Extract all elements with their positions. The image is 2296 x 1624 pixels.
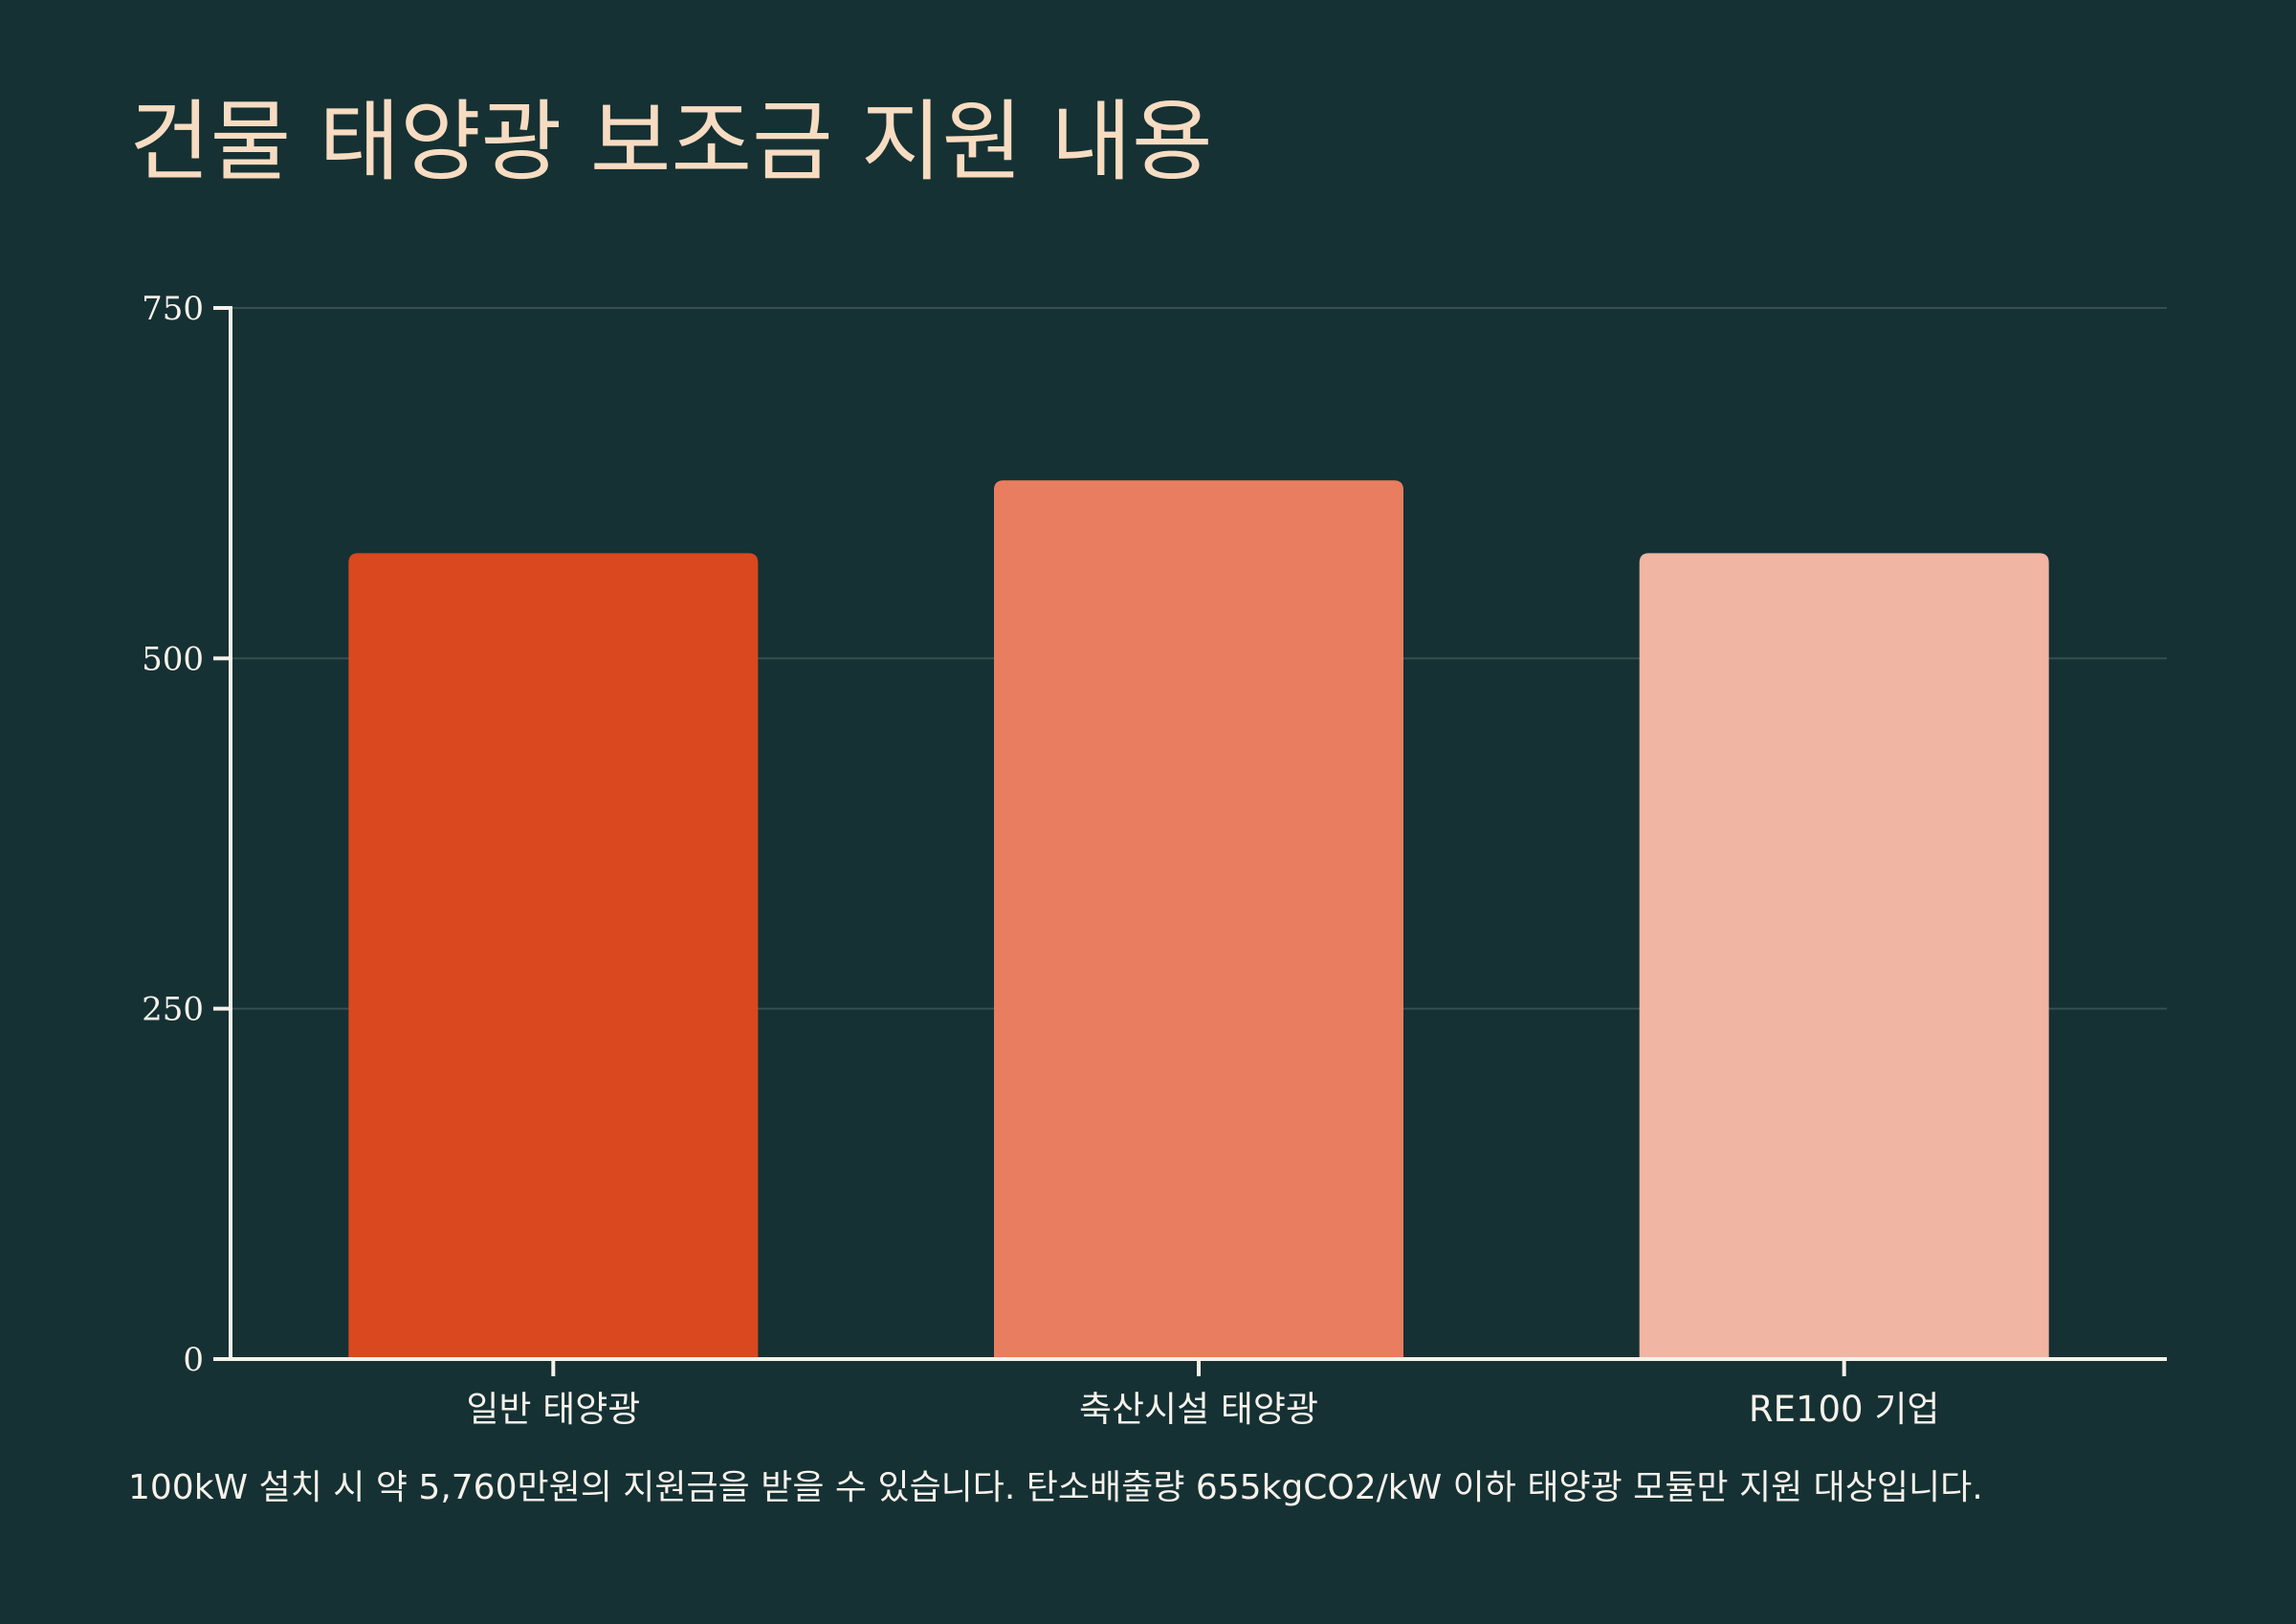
bar-1 [348, 553, 759, 1359]
x-tick-label: 축산시설 태양광 [1079, 1389, 1318, 1430]
bars [348, 480, 2049, 1360]
y-tick-label: 0 [183, 1341, 204, 1379]
x-tick-label: 일반 태양광 [466, 1389, 640, 1430]
bar-2 [994, 480, 1403, 1360]
y-tick-label: 750 [142, 290, 204, 328]
axes [213, 306, 2167, 1376]
bar-3 [1639, 553, 2049, 1359]
chart-footnote: 100kW 설치 시 약 5,760만원의 지원금을 받을 수 있습니다. 탄소… [128, 1468, 1983, 1507]
x-tick-label: RE100 기업 [1749, 1389, 1940, 1430]
tick-labels: 0 250 500 750 일반 태양광 축산시설 태양광 RE100 기업 [142, 290, 1939, 1430]
y-tick-label: 250 [142, 991, 204, 1029]
chart-title: 건물 태양광 보조금 지원 내용 [129, 91, 1213, 193]
y-tick-label: 500 [142, 640, 204, 678]
